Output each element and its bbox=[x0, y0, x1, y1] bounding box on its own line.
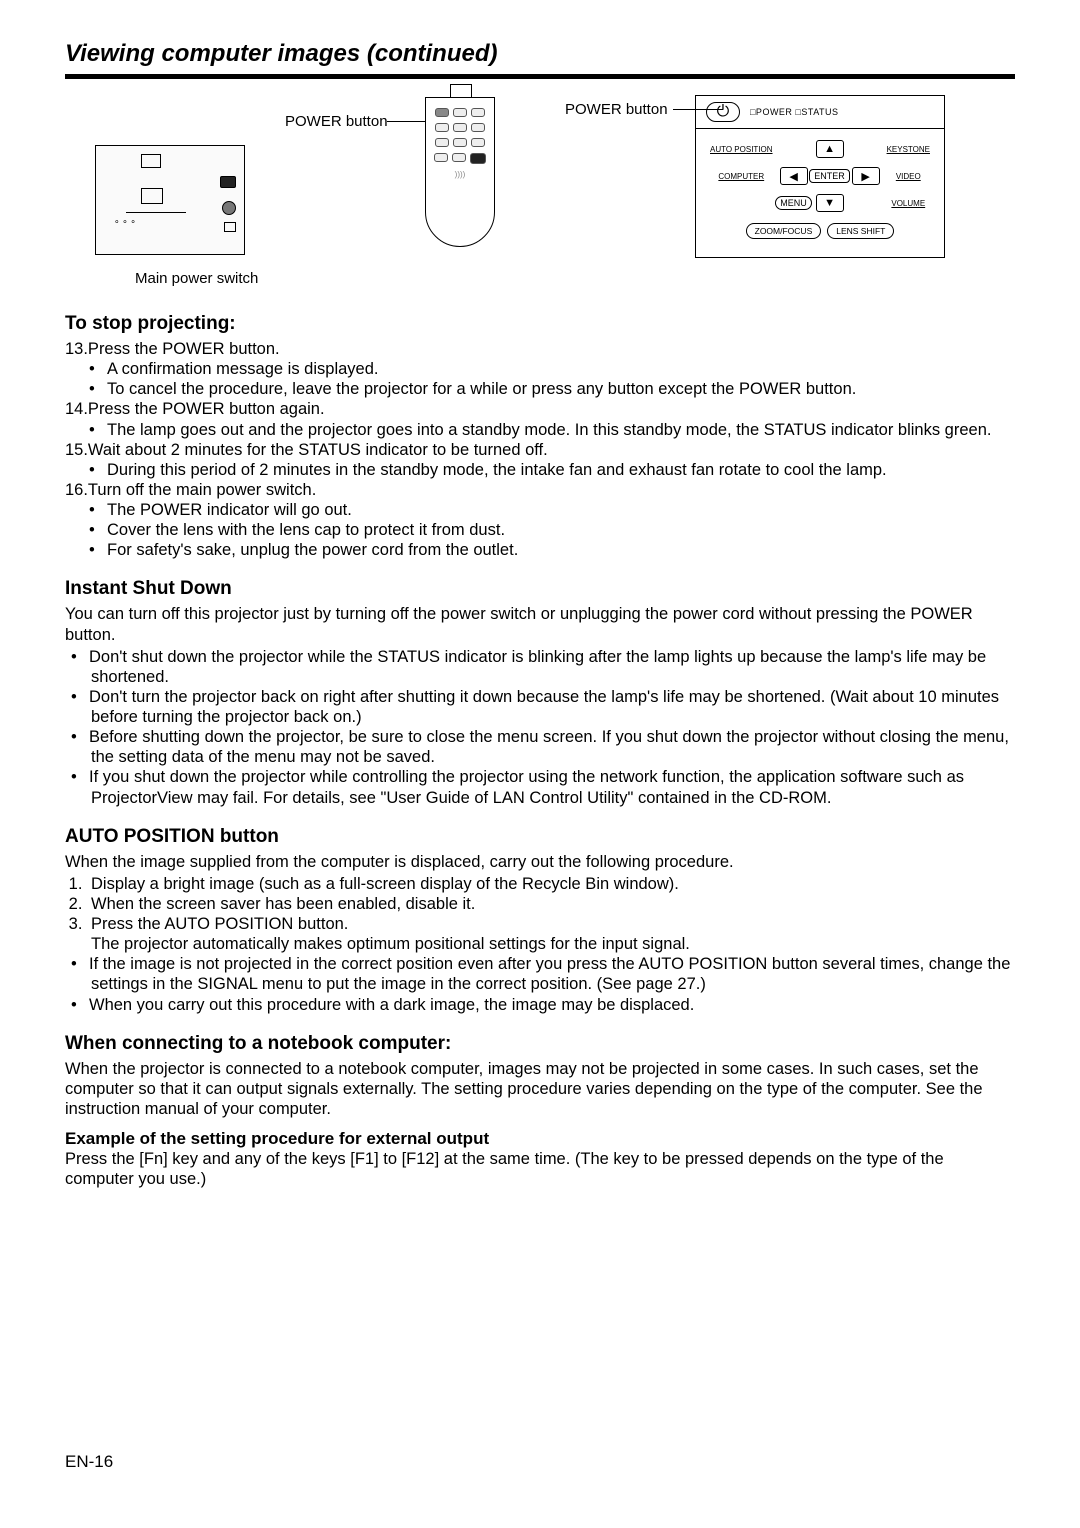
autopos-bullets: If the image is not projected in the cor… bbox=[65, 954, 1015, 1014]
step-15: 15.Wait about 2 minutes for the STATUS i… bbox=[65, 440, 1015, 460]
autopos-intro: When the image supplied from the compute… bbox=[65, 852, 1015, 872]
remote-control: )))) bbox=[425, 97, 495, 247]
computer-label: COMPUTER bbox=[718, 172, 764, 181]
autopos-n1: Display a bright image (such as a full-s… bbox=[87, 874, 1015, 894]
up-arrow-button[interactable]: ▲ bbox=[816, 140, 844, 158]
notebook-sub-heading: Example of the setting procedure for ext… bbox=[65, 1129, 1015, 1149]
lens-shift-button[interactable]: LENS SHIFT bbox=[827, 223, 894, 239]
instant-intro: You can turn off this projector just by … bbox=[65, 604, 1015, 644]
stop-projecting-heading: To stop projecting: bbox=[65, 313, 1015, 335]
step-16b: Cover the lens with the lens cap to prot… bbox=[91, 520, 1015, 540]
power-icon: ⏻ bbox=[717, 103, 730, 121]
autopos-b2: When you carry out this procedure with a… bbox=[73, 995, 1015, 1015]
step-15a: During this period of 2 minutes in the s… bbox=[91, 460, 1015, 480]
auto-position-label: AUTO POSITION bbox=[710, 145, 773, 154]
power-status-leds: □POWER □STATUS bbox=[750, 107, 839, 117]
step-16a: The POWER indicator will go out. bbox=[91, 500, 1015, 520]
autopos-steps: Display a bright image (such as a full-s… bbox=[65, 874, 1015, 955]
step-14: 14.Press the POWER button again. bbox=[65, 399, 1015, 419]
title-underline bbox=[65, 74, 1015, 79]
step-13: 13.Press the POWER button. bbox=[65, 339, 1015, 359]
page-title: Viewing computer images (continued) bbox=[65, 40, 1015, 68]
autopos-b1: If the image is not projected in the cor… bbox=[73, 954, 1015, 994]
notebook-sub-text: Press the [Fn] key and any of the keys [… bbox=[65, 1149, 1015, 1189]
notebook-heading: When connecting to a notebook computer: bbox=[65, 1033, 1015, 1055]
step-13b: To cancel the procedure, leave the proje… bbox=[91, 379, 1015, 399]
step-16c: For safety's sake, unplug the power cord… bbox=[91, 540, 1015, 560]
zoom-focus-button[interactable]: ZOOM/FOCUS bbox=[746, 223, 822, 239]
page-number: EN-16 bbox=[65, 1452, 113, 1472]
projector-side-diagram: ∘ ∘ ∘ Main power switch bbox=[65, 95, 285, 255]
power-button[interactable]: ⏻ bbox=[706, 102, 740, 122]
step-14a: The lamp goes out and the projector goes… bbox=[91, 420, 1015, 440]
control-panel-diagram: POWER button ⏻ □POWER □STATUS AUTO POSIT… bbox=[535, 95, 995, 258]
instant-b1: Don't shut down the projector while the … bbox=[73, 647, 1015, 687]
projector-side-box: ∘ ∘ ∘ bbox=[95, 145, 245, 255]
down-arrow-button[interactable]: ▼ bbox=[816, 194, 844, 212]
diagram-row: ∘ ∘ ∘ Main power switch POWER button )))… bbox=[65, 95, 1015, 295]
stop-steps-list: 13.Press the POWER button. bbox=[65, 339, 1015, 359]
power-button-label-panel: POWER button bbox=[565, 101, 668, 118]
autopos-n2: When the screen saver has been enabled, … bbox=[87, 894, 1015, 914]
power-button-label-remote: POWER button bbox=[285, 113, 388, 130]
control-panel: ⏻ □POWER □STATUS AUTO POSITION ▲ KEYSTON… bbox=[695, 95, 945, 258]
step-16: 16.Turn off the main power switch. bbox=[65, 480, 1015, 500]
autopos-n3: Press the AUTO POSITION button.The proje… bbox=[87, 914, 1015, 954]
instant-b4: If you shut down the projector while con… bbox=[73, 767, 1015, 807]
step-13a: A confirmation message is displayed. bbox=[91, 359, 1015, 379]
notebook-intro: When the projector is connected to a not… bbox=[65, 1059, 1015, 1119]
power-icon bbox=[435, 108, 449, 117]
right-arrow-button[interactable]: ▶ bbox=[852, 167, 880, 185]
step-13-bullets: A confirmation message is displayed. To … bbox=[65, 359, 1015, 399]
menu-button[interactable]: MENU bbox=[775, 196, 812, 210]
volume-label: VOLUME bbox=[891, 199, 925, 208]
auto-position-heading: AUTO POSITION button bbox=[65, 826, 1015, 848]
video-label: VIDEO bbox=[896, 172, 921, 181]
main-power-switch-label: Main power switch bbox=[135, 270, 258, 287]
instant-bullets: Don't shut down the projector while the … bbox=[65, 647, 1015, 808]
instant-shutdown-heading: Instant Shut Down bbox=[65, 578, 1015, 600]
keystone-label: KEYSTONE bbox=[887, 145, 930, 154]
remote-diagram: POWER button )))) bbox=[295, 95, 525, 247]
instant-b2: Don't turn the projector back on right a… bbox=[73, 687, 1015, 727]
enter-button[interactable]: ENTER bbox=[809, 169, 850, 183]
instant-b3: Before shutting down the projector, be s… bbox=[73, 727, 1015, 767]
left-arrow-button[interactable]: ◀ bbox=[780, 167, 808, 185]
